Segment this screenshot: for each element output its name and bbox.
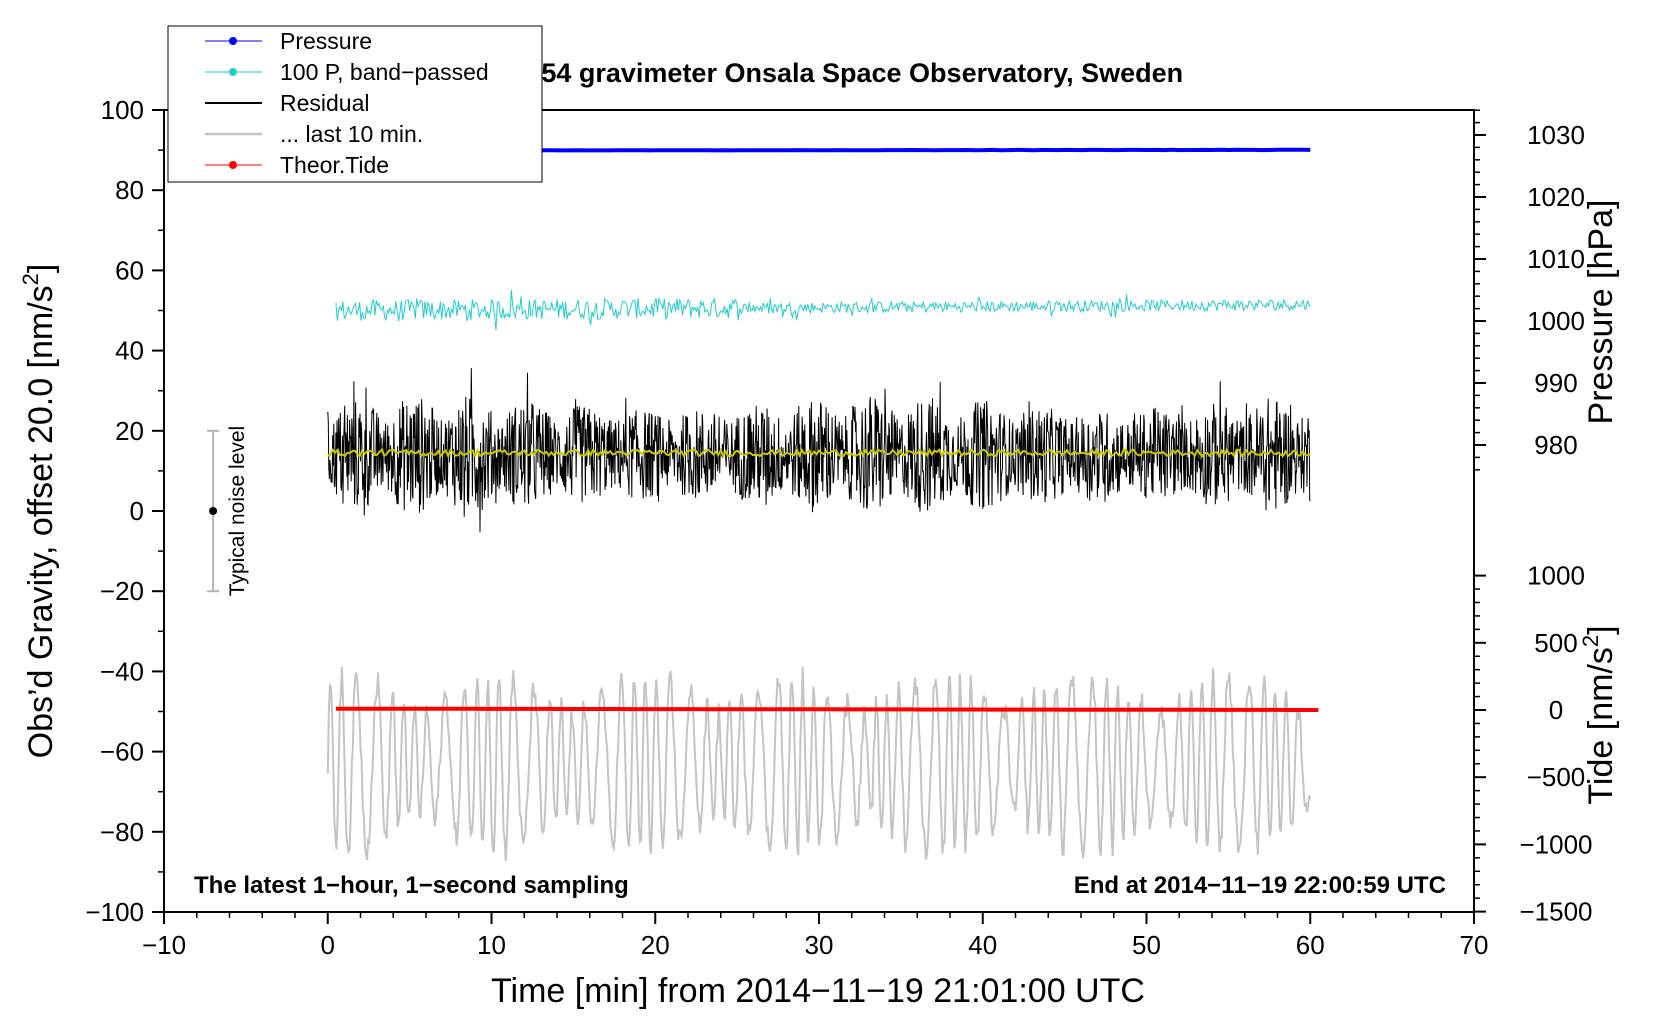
legend-item: Residual <box>205 90 370 116</box>
y-axis-label-tide-close: ] <box>1582 625 1620 634</box>
tide-tick-label: −500 <box>1527 762 1586 792</box>
chart-title: SCG_054 gravimeter Onsala Space Observat… <box>453 58 1183 88</box>
y-tick-label: −80 <box>100 817 144 847</box>
x-tick-label: 0 <box>321 930 335 960</box>
legend-label: Pressure <box>280 28 372 54</box>
y-axis-label-left-close: ] <box>22 264 60 273</box>
legend-label: 100 P, band−passed <box>280 59 489 85</box>
legend-item: 100 P, band−passed <box>205 59 489 85</box>
x-tick-label: 20 <box>641 930 670 960</box>
x-axis-label: Time [min] from 2014−11−19 21:01:00 UTC <box>491 972 1145 1010</box>
y-tick-label: −60 <box>100 737 144 767</box>
x-tick-label: 60 <box>1296 930 1325 960</box>
series-theoretical-tide <box>335 706 1319 712</box>
y-axis-label-left: Obs’d Gravity, offset 20.0 [nm/s2] <box>18 264 60 759</box>
legend-label: Theor.Tide <box>280 152 389 178</box>
noise-level-bar: Typical noise level <box>207 426 249 596</box>
noise-bar-label: Typical noise level <box>226 426 249 596</box>
y-axis-label-left-exponent: 2 <box>18 273 43 285</box>
pressure-tick-label: 990 <box>1534 368 1577 398</box>
tide-tick-label: 0 <box>1549 695 1563 725</box>
legend-marker <box>229 68 237 76</box>
legend-item: Pressure <box>205 28 372 54</box>
legend-label: Residual <box>280 90 370 116</box>
legend-marker <box>229 161 237 169</box>
pressure-tick-label: 1030 <box>1527 120 1585 150</box>
pressure-tick-label: 1010 <box>1527 244 1585 274</box>
pressure-tick-label: 1000 <box>1527 306 1585 336</box>
y-tick-label: 100 <box>101 95 144 125</box>
y-tick-label: 0 <box>130 496 144 526</box>
legend-label: ... last 10 min. <box>280 121 423 147</box>
series-smoothed-residual <box>327 447 1311 459</box>
series-last-10-min <box>326 666 1312 861</box>
y-axis-label-tide: Tide [nm/s2] <box>1578 625 1620 804</box>
noise-bar-dot <box>209 507 218 515</box>
x-tick-label: 30 <box>805 930 834 960</box>
y-axis-label-tide-text: Tide [nm/s <box>1582 647 1620 804</box>
legend-item: ... last 10 min. <box>205 121 423 147</box>
x-tick-label: −10 <box>142 930 186 960</box>
y-tick-label: −20 <box>100 576 144 606</box>
axes-layer: −10 0 10 20 30 40 50 60 70100806040200−20−40−60−… <box>85 95 1592 960</box>
pressure-tick-label: 980 <box>1534 430 1577 460</box>
y-axis-label-pressure: Pressure [hPa] <box>1582 200 1620 425</box>
annotation-bottom-left: The latest 1−hour, 1−second sampling <box>194 872 629 899</box>
tide-tick-label: −1500 <box>1519 897 1592 927</box>
y-tick-label: 20 <box>115 416 144 446</box>
y-tick-label: 60 <box>115 255 144 285</box>
x-tick-label: 10 <box>477 930 506 960</box>
legend-item: Theor.Tide <box>205 152 389 178</box>
tide-tick-label: 500 <box>1534 628 1577 658</box>
y-axis-label-tide-exponent: 2 <box>1578 635 1603 647</box>
y-axis-label-left-text: Obs’d Gravity, offset 20.0 [nm/s <box>22 285 60 758</box>
x-tick-label: 50 <box>1132 930 1161 960</box>
x-tick-label: 40 <box>968 930 997 960</box>
y-tick-label: 80 <box>115 175 144 205</box>
annotation-bottom-right: End at 2014−11−19 22:00:59 UTC <box>1074 872 1446 899</box>
y-tick-label: −100 <box>85 897 144 927</box>
tide-tick-label: −1000 <box>1519 829 1592 859</box>
y-tick-label: 40 <box>115 336 144 366</box>
legend: Pressure 100 P, band−passed Residual ... la… <box>167 25 543 183</box>
tide-tick-label: 1000 <box>1527 561 1585 591</box>
legend-marker <box>229 37 237 45</box>
pressure-tick-label: 1020 <box>1527 182 1585 212</box>
x-tick-label: 70 <box>1460 930 1489 960</box>
y-tick-label: −40 <box>100 656 144 686</box>
series-band-passed-pressure <box>335 289 1311 331</box>
